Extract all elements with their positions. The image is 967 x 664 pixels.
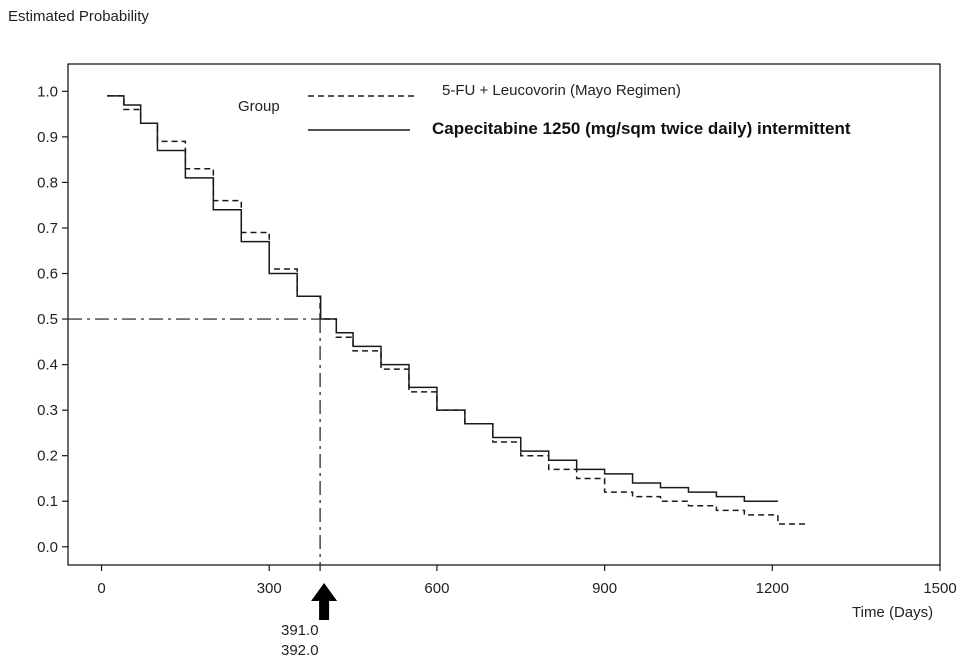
y-tick-label: 1.0	[37, 83, 58, 100]
y-tick-label: 0.1	[37, 493, 58, 510]
y-tick-label: 0.5	[37, 311, 58, 328]
legend-label-capecitabine: Capecitabine 1250 (mg/sqm twice daily) i…	[432, 119, 851, 138]
series-line-capecitabine	[107, 95, 778, 502]
x-tick-label: 0	[97, 580, 105, 597]
x-tick-label: 900	[592, 580, 617, 597]
legend-label-mayo: 5-FU + Leucovorin (Mayo Regimen)	[442, 82, 681, 99]
y-tick-label: 0.8	[37, 174, 58, 191]
plot-frame	[67, 63, 941, 566]
x-axis-label: Time (Days)	[852, 604, 934, 621]
median-label-mayo: 391.0	[281, 622, 319, 639]
y-tick-label: 0.9	[37, 129, 58, 146]
y-tick-label: 0.0	[37, 539, 58, 556]
median-arrow-icon	[311, 583, 338, 620]
x-tick-label: 600	[424, 580, 449, 597]
x-tick-label: 300	[257, 580, 282, 597]
x-tick-label: 1500	[923, 580, 956, 597]
legend-title: Group	[238, 98, 280, 115]
y-axis-label: Estimated Probability	[8, 8, 149, 25]
median-label-capecitabine: 392.0	[281, 642, 319, 659]
y-tick-label: 0.3	[37, 402, 58, 419]
y-tick-label: 0.7	[37, 220, 58, 237]
y-tick-label: 0.2	[37, 448, 58, 465]
y-tick-label: 0.4	[37, 357, 58, 374]
series-line-mayo	[107, 95, 806, 525]
x-tick-label: 1200	[756, 580, 789, 597]
y-tick-label: 0.6	[37, 266, 58, 283]
